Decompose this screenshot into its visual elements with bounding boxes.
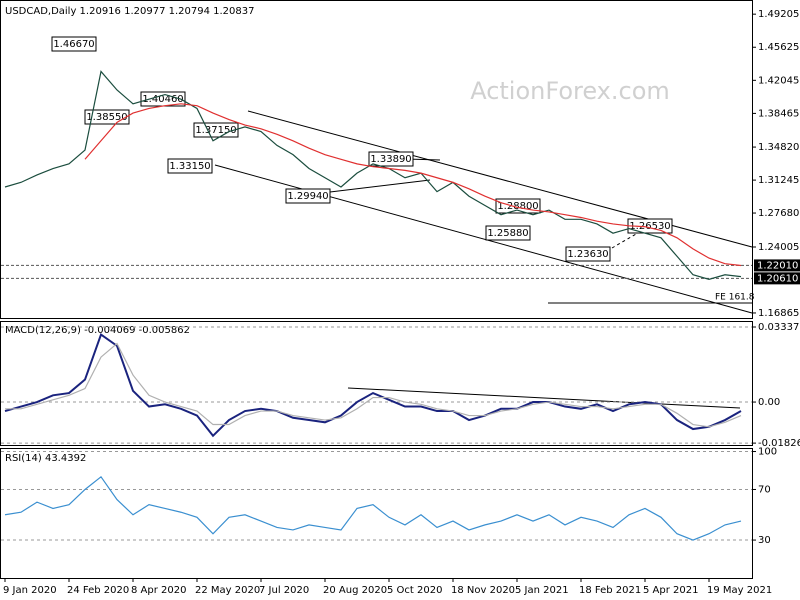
annotation: 1.33890 xyxy=(370,154,411,165)
annotation: 1.28800 xyxy=(497,201,538,212)
series-line xyxy=(4,475,742,541)
annotation: 1.37150 xyxy=(195,125,236,136)
y-tick-label: 1.31245 xyxy=(758,175,799,186)
y-tick-label: 1.24005 xyxy=(758,242,799,253)
annotation-box xyxy=(193,122,239,138)
annotation: 1.29940 xyxy=(287,191,328,202)
x-tick-label: 22 May 2020 xyxy=(195,585,260,596)
annotation-box xyxy=(84,109,130,125)
x-tick-label: 7 Jul 2020 xyxy=(259,585,309,596)
x-tick-label: 5 Jan 2021 xyxy=(515,585,569,596)
y-tick-label: -0.018262 xyxy=(758,438,800,449)
price-panel xyxy=(0,0,753,319)
y-tick-label: 1.34820 xyxy=(758,142,799,153)
y-tick-label: 1.49205 xyxy=(758,9,799,20)
rsi-panel xyxy=(0,448,753,579)
annotation: 1.40460 xyxy=(142,94,183,105)
annotation: 1.25880 xyxy=(487,228,528,239)
x-tick-label: 20 Aug 2020 xyxy=(323,585,387,596)
annotation-box xyxy=(167,158,213,174)
annotation-box xyxy=(285,188,331,204)
x-tick-label: 5 Oct 2020 xyxy=(387,585,442,596)
watermark: ActionForex.com xyxy=(470,77,670,105)
series-line xyxy=(84,103,742,267)
annotation: 1.38550 xyxy=(86,112,127,123)
chart-title: USDCAD,Daily 1.20916 1.20977 1.20794 1.2… xyxy=(5,6,255,17)
macd-trendline xyxy=(347,387,741,409)
level-label: 1.22010 xyxy=(757,260,798,271)
x-tick-label: 9 Jan 2020 xyxy=(3,585,57,596)
level-label: 1.20610 xyxy=(757,273,798,284)
series-line xyxy=(4,333,742,438)
level-box xyxy=(754,259,800,272)
x-tick-label: 18 Feb 2021 xyxy=(579,585,641,596)
y-tick-label: 1.16865 xyxy=(758,308,799,319)
y-tick-label: 1.38465 xyxy=(758,108,799,119)
y-tick-label: 1.42045 xyxy=(758,75,799,86)
y-tick-label: 1.45625 xyxy=(758,42,799,53)
x-tick-label: 5 Apr 2021 xyxy=(643,585,698,596)
y-tick-label: 70 xyxy=(758,484,771,495)
macd-title: MACD(12,26,9) -0.004069 -0.005862 xyxy=(5,325,190,336)
rsi-title: RSI(14) 43.4392 xyxy=(5,453,86,464)
annotation: 1.23630 xyxy=(567,249,608,260)
y-tick-label: 0.00 xyxy=(758,397,780,408)
series-line xyxy=(5,342,742,428)
x-tick-label: 18 Nov 2020 xyxy=(451,585,515,596)
series-line xyxy=(4,70,742,281)
y-tick-label: 0.03337 xyxy=(758,322,799,333)
y-tick-label: 1.27680 xyxy=(758,208,799,219)
x-tick-label: 19 May 2021 xyxy=(707,585,772,596)
annotation-box xyxy=(485,225,531,241)
macd-panel xyxy=(0,321,753,446)
y-tick-label: 100 xyxy=(758,447,777,458)
level-box xyxy=(754,272,800,285)
annotation-box xyxy=(565,246,611,262)
x-tick-label: 8 Apr 2020 xyxy=(131,585,186,596)
y-tick-label: 30 xyxy=(758,535,771,546)
annotation-box xyxy=(51,36,97,52)
annotation-box xyxy=(368,151,414,167)
trendline xyxy=(329,179,431,193)
annotation: 1.26530 xyxy=(629,221,670,232)
annotation: 1.46670 xyxy=(53,39,94,50)
x-tick-label: 24 Feb 2020 xyxy=(67,585,129,596)
annotation: 1.33150 xyxy=(169,161,210,172)
annotation: FE 161.8 xyxy=(715,293,755,303)
